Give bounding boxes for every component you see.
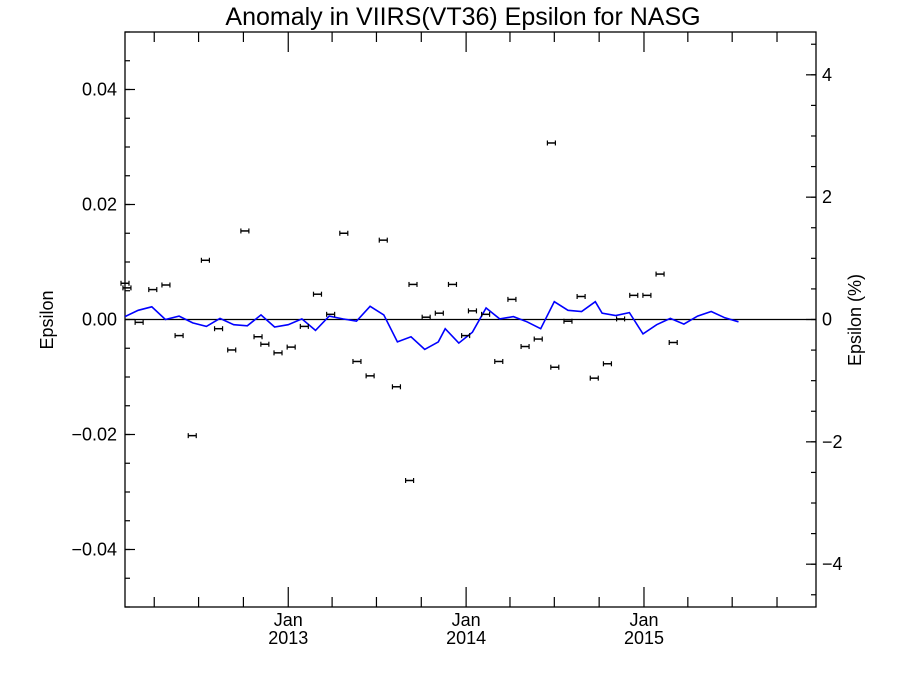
data-point (227, 347, 237, 353)
black-series-group (120, 140, 678, 483)
data-point (391, 384, 402, 390)
data-point (447, 281, 458, 287)
blue-series-line (124, 300, 739, 351)
data-point (576, 294, 586, 299)
y-left-tick-label: 0.00 (82, 310, 117, 330)
y-left-tick-label: 0.04 (82, 80, 117, 100)
data-point (421, 314, 431, 320)
y-axis-label-left: Epsilon (37, 290, 57, 349)
y-axis-left: −0.04 −0.02 0.00 0.02 0.04 (71, 31, 135, 608)
data-point (174, 333, 184, 339)
data-point (213, 326, 224, 332)
data-point (339, 230, 349, 236)
x-tick-label-month: Jan (452, 610, 481, 630)
data-point (326, 311, 336, 317)
y-right-tick-label: 2 (822, 187, 832, 207)
data-point (550, 364, 560, 370)
data-point (299, 323, 309, 329)
data-point (520, 344, 530, 350)
data-point (187, 433, 197, 439)
y-right-tick-label: 4 (822, 65, 832, 85)
data-point (467, 308, 478, 314)
y-axis-right: −4 −2 0 2 4 (806, 43, 843, 596)
y-left-tick-label: −0.04 (71, 540, 117, 560)
blue-series-group (124, 300, 739, 351)
data-point (615, 316, 626, 322)
data-point (563, 318, 573, 324)
data-point (134, 319, 144, 325)
data-point (461, 333, 471, 339)
data-point (507, 296, 517, 302)
data-point (122, 285, 132, 291)
data-point (120, 280, 130, 286)
data-point (434, 310, 444, 316)
data-point (404, 478, 415, 483)
data-point (240, 228, 250, 234)
data-point (546, 140, 556, 146)
data-point (286, 344, 296, 350)
data-point (352, 358, 362, 364)
data-point (408, 281, 418, 287)
data-point (273, 350, 283, 356)
y-right-tick-label: 0 (822, 310, 832, 330)
data-point (655, 271, 665, 277)
x-tick-label-month: Jan (274, 610, 303, 630)
y-right-tick-label: −4 (822, 554, 843, 574)
x-tick-label-year: 2013 (268, 628, 308, 648)
chart-title: Anomaly in VIIRS(VT36) Epsilon for NASG (225, 3, 700, 31)
data-point (589, 375, 599, 381)
data-point (378, 237, 388, 243)
data-point (602, 361, 613, 367)
y-right-tick-label: −2 (822, 432, 843, 452)
y-left-tick-label: 0.02 (82, 195, 117, 215)
data-point (148, 287, 158, 293)
data-point (494, 358, 504, 364)
data-point (533, 336, 543, 342)
data-point (481, 311, 491, 317)
x-tick-label-year: 2015 (624, 628, 664, 648)
x-tick-label-year: 2014 (446, 628, 486, 648)
data-point (629, 292, 639, 298)
data-point (312, 291, 323, 297)
x-tick-label-month: Jan (629, 610, 658, 630)
data-point (642, 292, 652, 298)
data-point (161, 282, 171, 288)
y-axis-label-right: Epsilon (%) (845, 274, 865, 366)
data-point (200, 257, 211, 263)
data-point (668, 340, 678, 345)
data-point (253, 334, 263, 340)
data-point (365, 373, 375, 379)
data-point (260, 341, 270, 347)
y-left-tick-label: −0.02 (71, 425, 117, 445)
